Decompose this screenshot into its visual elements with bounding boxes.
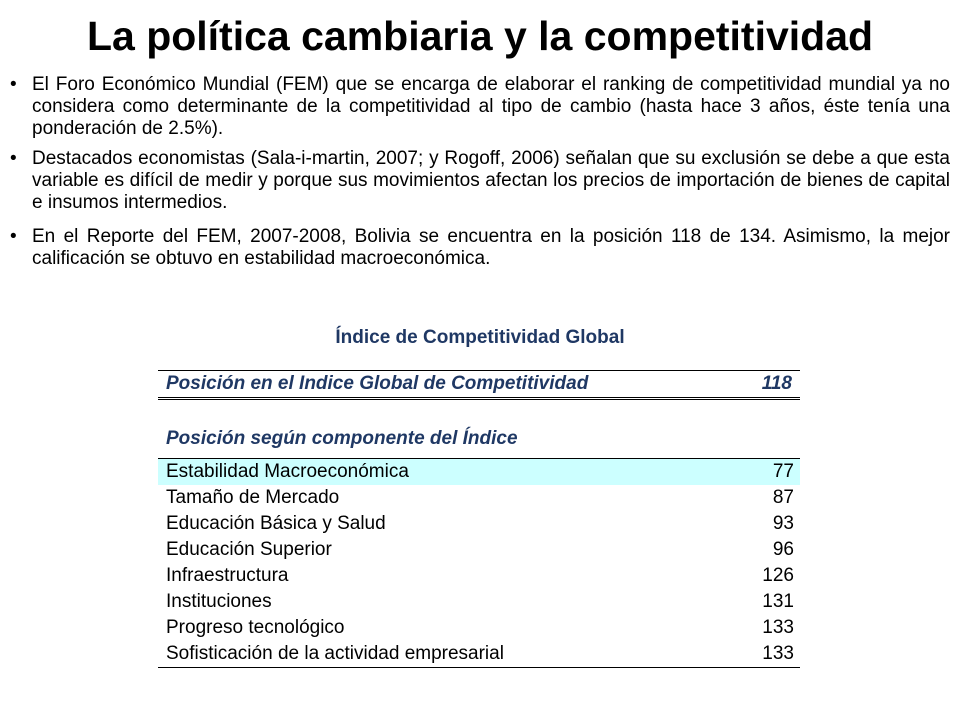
bullet-text: Destacados economistas (Sala-i-martin, 2…	[32, 148, 950, 213]
bullet-item: • En el Reporte del FEM, 2007-2008, Boli…	[10, 226, 950, 270]
row-value: 87	[772, 487, 794, 508]
row-label: Tamaño de Mercado	[166, 487, 340, 508]
bullet-text: El Foro Económico Mundial (FEM) que se e…	[32, 74, 950, 139]
table-row: Tamaño de Mercado 87	[158, 485, 800, 511]
row-value: 96	[772, 539, 794, 560]
bullet-item: • Destacados economistas (Sala-i-martin,…	[10, 148, 950, 214]
table-title: Índice de Competitividad Global	[335, 327, 625, 348]
competitiveness-table: Posición en el Indice Global de Competit…	[158, 370, 800, 668]
summary-label: Posición en el Indice Global de Competit…	[166, 373, 589, 394]
table-row: Educación Superior 96	[158, 537, 800, 563]
row-label: Instituciones	[166, 591, 272, 612]
row-label: Educación Básica y Salud	[166, 513, 386, 534]
row-value: 133	[762, 643, 794, 664]
table-row: Sofisticación de la actividad empresaria…	[158, 641, 800, 667]
row-value: 126	[762, 565, 794, 586]
table-row: Estabilidad Macroeconómica 77	[158, 459, 800, 485]
row-value: 93	[772, 513, 794, 534]
table-row: Progreso tecnológico 133	[158, 615, 800, 641]
bullet-text: En el Reporte del FEM, 2007-2008, Bolivi…	[32, 226, 950, 269]
row-label: Infraestructura	[166, 565, 289, 586]
bullet-dot: •	[10, 74, 17, 95]
row-label: Educación Superior	[166, 539, 332, 560]
row-label: Sofisticación de la actividad empresaria…	[166, 643, 504, 664]
section-heading: Posición según componente del Índice	[166, 428, 518, 449]
row-value: 131	[762, 591, 794, 612]
table-row: Educación Básica y Salud 93	[158, 511, 800, 537]
slide-title: La política cambiaria y la competitivida…	[86, 13, 874, 59]
summary-value: 118	[761, 373, 792, 394]
row-label: Progreso tecnológico	[166, 617, 345, 638]
bullet-dot: •	[10, 226, 17, 247]
bullet-dot: •	[10, 148, 17, 169]
component-rows: Estabilidad Macroeconómica 77 Tamaño de …	[158, 458, 800, 668]
table-row: Infraestructura 126	[158, 563, 800, 589]
row-label: Estabilidad Macroeconómica	[166, 461, 409, 482]
bullet-item: • El Foro Económico Mundial (FEM) que se…	[10, 74, 950, 140]
row-value: 77	[772, 461, 794, 482]
bullet-list: • El Foro Económico Mundial (FEM) que se…	[10, 74, 950, 278]
row-value: 133	[762, 617, 794, 638]
summary-row: Posición en el Indice Global de Competit…	[158, 370, 800, 400]
table-row: Instituciones 131	[158, 589, 800, 615]
